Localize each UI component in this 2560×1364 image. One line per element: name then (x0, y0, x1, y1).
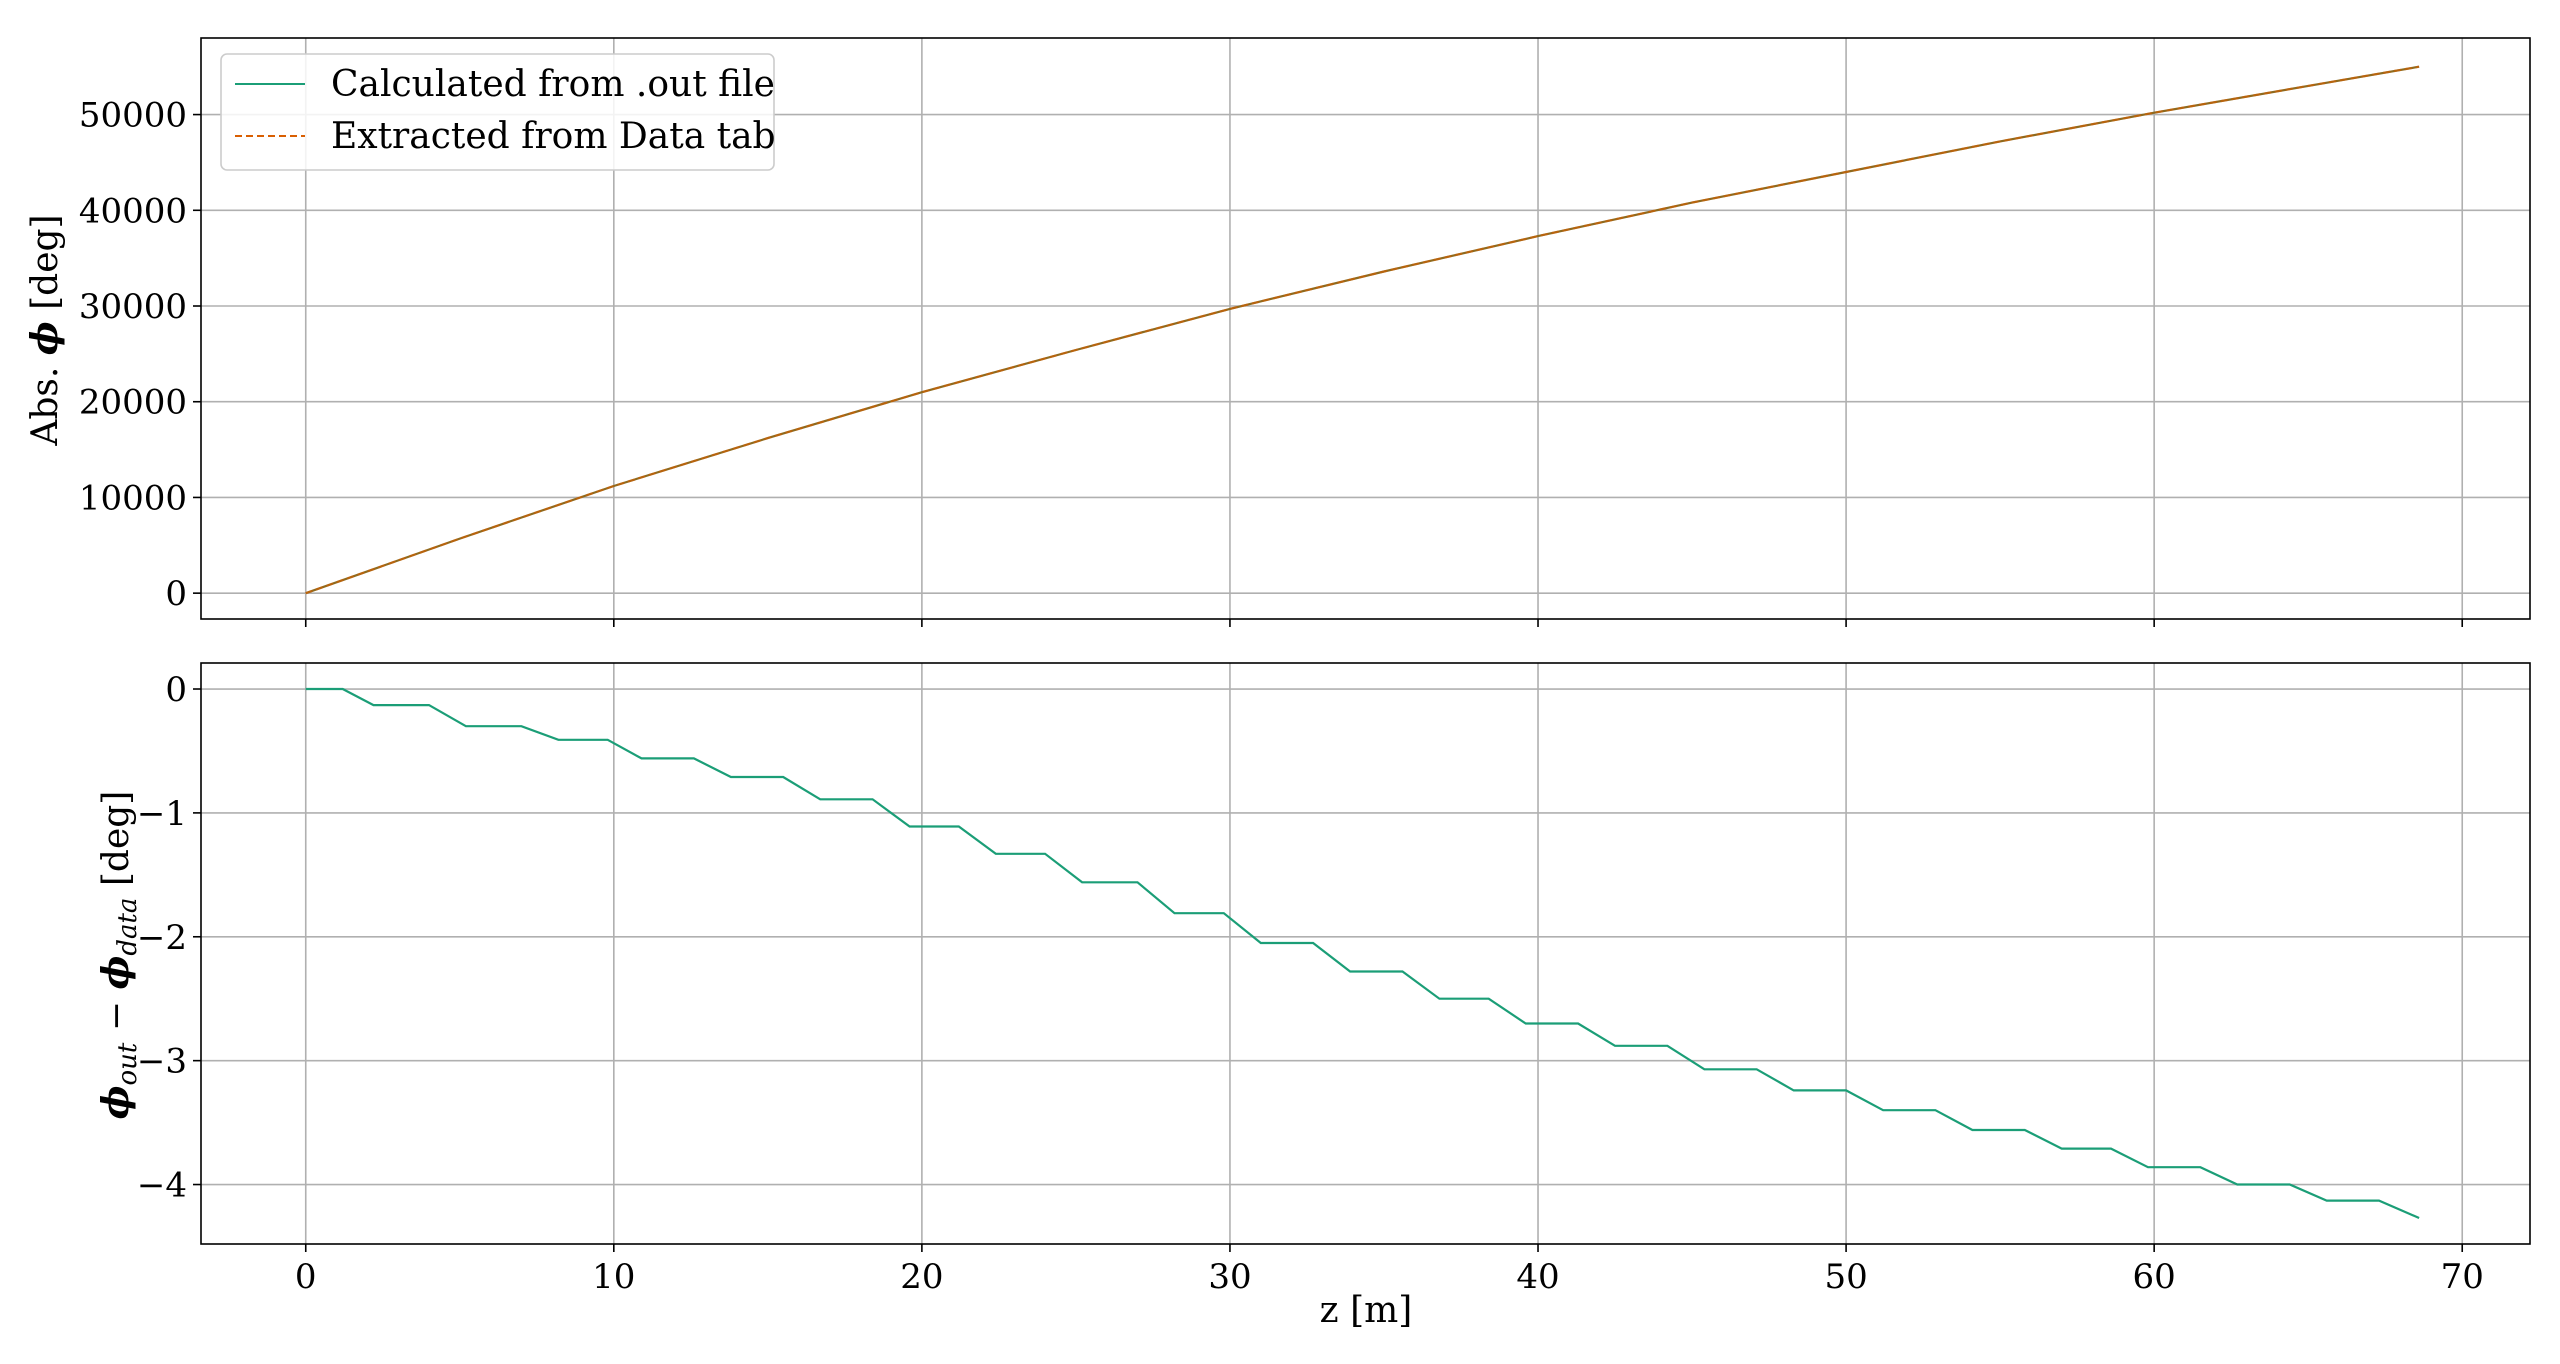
top-ticks: 0 10000 20000 30000 40000 50000 (79, 96, 2464, 627)
legend: Calculated from .out file Extracted from… (220, 53, 776, 171)
bot-y-tick-label: −4 (137, 1166, 187, 1206)
x-tick-label: 50 (1824, 1257, 1867, 1297)
top-series-lines (305, 65, 2420, 595)
series-line-extracted (305, 65, 2420, 595)
bot-y-tick-label: −1 (137, 794, 187, 834)
x-tick-label: 30 (1208, 1257, 1251, 1297)
bottom-axes-frame (200, 662, 2531, 1245)
top-y-tick-label: 40000 (79, 191, 187, 231)
top-axes-frame (200, 37, 2531, 620)
x-tick-label: 0 (295, 1257, 317, 1297)
bottom-y-axis-label: ϕout − ϕdata [deg] (95, 791, 143, 1120)
top-y-tick-label: 0 (165, 574, 187, 614)
legend-label-extracted: Extracted from Data tab (331, 116, 776, 157)
x-axis-label: z [m] (1320, 1290, 1413, 1331)
bottom-ticks: 0 10 20 30 40 50 60 70 0 −1 −2 −3 −4 (137, 670, 2484, 1297)
x-tick-label: 10 (592, 1257, 635, 1297)
bot-y-tick-label: −3 (137, 1042, 187, 1082)
bottom-series-lines (305, 687, 2420, 1220)
top-y-axis-label: Abs. ϕ [deg] (24, 214, 66, 446)
bottom-grid (201, 663, 2530, 1244)
top-y-tick-label: 50000 (79, 96, 187, 136)
top-y-tick-label: 10000 (79, 478, 187, 518)
legend-label-calculated: Calculated from .out file (331, 64, 775, 105)
bot-y-tick-label: −2 (137, 918, 187, 958)
top-y-tick-label: 20000 (79, 383, 187, 423)
bottom-panel-phi-difference: 0 10 20 30 40 50 60 70 0 −1 −2 −3 −4 ϕout − ϕdata [d… (95, 662, 2531, 1331)
top-y-tick-label: 30000 (79, 287, 187, 327)
bot-y-tick-label: 0 (165, 670, 187, 710)
x-tick-label: 20 (900, 1257, 943, 1297)
series-line-phi-difference (305, 687, 2420, 1220)
legend-box (220, 53, 775, 171)
x-tick-label: 60 (2133, 1257, 2176, 1297)
x-tick-label: 40 (1516, 1257, 1559, 1297)
x-tick-label: 70 (2441, 1257, 2484, 1297)
